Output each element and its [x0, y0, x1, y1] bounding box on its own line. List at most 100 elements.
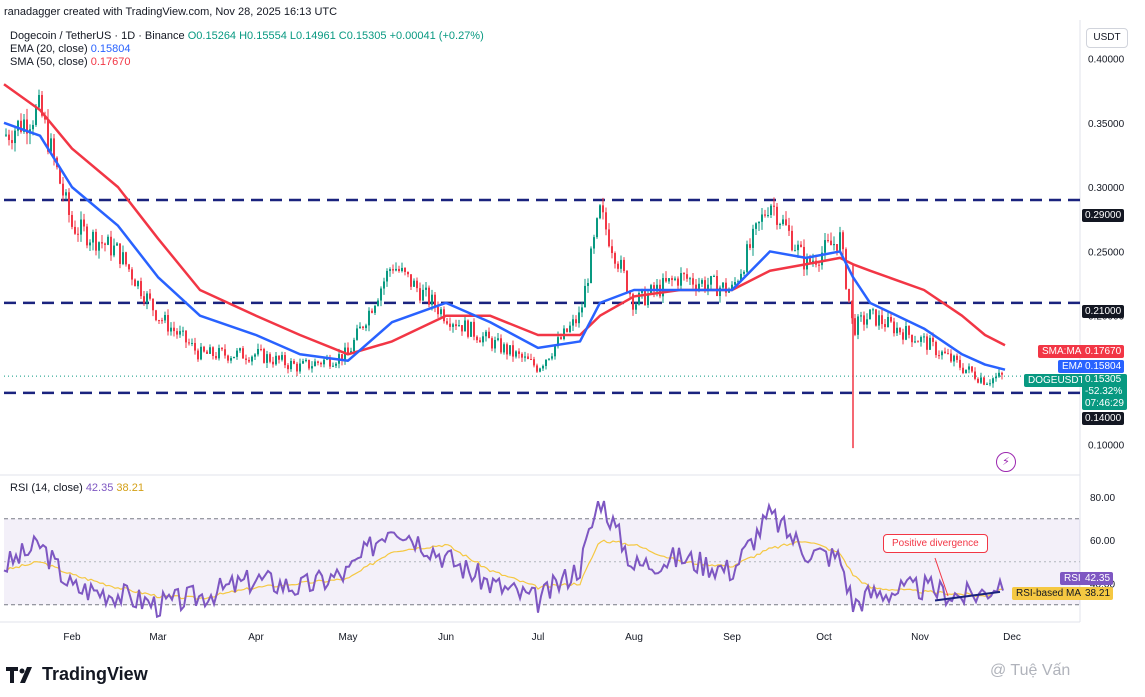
candle-body [248, 359, 250, 362]
candle-body [779, 224, 781, 226]
symbol-title[interactable]: Dogecoin / TetherUS · 1D · Binance [10, 30, 185, 42]
sma-legend[interactable]: SMA (50, close) 0.17670 [10, 56, 130, 68]
candle-body [575, 319, 577, 324]
candle-body [767, 215, 769, 217]
candle-body [329, 357, 331, 367]
level-014-label: 0.14000 [1082, 412, 1125, 425]
candle-body [959, 359, 961, 368]
candle-body [455, 324, 457, 327]
candle-body [239, 348, 241, 351]
candle-body [413, 280, 415, 287]
candle-body [299, 363, 301, 372]
candle-body [527, 356, 529, 360]
candle-body [179, 331, 181, 335]
candle-body [893, 321, 895, 334]
candle-body [536, 365, 538, 372]
candle-body [590, 248, 592, 284]
candle-body [548, 358, 550, 360]
candle-body [275, 355, 277, 365]
candle-body [866, 319, 868, 325]
candle-body [578, 312, 580, 324]
candle-body [422, 289, 424, 301]
candle-body [470, 321, 472, 337]
candle-body [209, 347, 211, 354]
rsi-ma-legend-value: 38.21 [116, 482, 144, 494]
candle-body [164, 315, 166, 321]
time-tick-label: Nov [911, 632, 929, 643]
ema-tag: EMA [1058, 360, 1088, 373]
candle-body [986, 383, 988, 385]
candle-body [917, 341, 919, 343]
candle-body [200, 346, 202, 360]
candle-body [977, 378, 979, 383]
candle-body [188, 342, 190, 344]
candle-body [962, 367, 964, 373]
candle-body [497, 338, 499, 340]
candle-body [878, 315, 880, 326]
ema-price-label: 0.15804 [1082, 360, 1125, 373]
candle-body [617, 263, 619, 269]
candle-body [485, 331, 487, 337]
sma-legend-label: SMA (50, close) [10, 56, 88, 68]
rsi-legend[interactable]: RSI (14, close) 42.35 38.21 [10, 482, 144, 494]
candle-body [581, 307, 583, 313]
candle-body [605, 212, 607, 230]
time-tick-label: Aug [625, 632, 643, 643]
candle-body [386, 270, 388, 282]
time-tick-label: Dec [1003, 632, 1021, 643]
candle-body [407, 271, 409, 275]
candle-body [260, 348, 262, 350]
candle-body [77, 233, 79, 235]
bar-countdown: 07:46:29 [1085, 398, 1124, 409]
candle-body [833, 244, 835, 246]
candle-body [995, 376, 997, 379]
candle-body [869, 309, 871, 320]
candle-body [608, 229, 610, 247]
symbol-tag: DOGEUSDT [1024, 374, 1089, 387]
candle-body [71, 214, 73, 227]
candle-body [20, 120, 22, 132]
candle-body [635, 304, 637, 310]
candle-body [305, 359, 307, 362]
level-029-label: 0.29000 [1082, 209, 1125, 222]
symbol-header[interactable]: Dogecoin / TetherUS · 1D · Binance O0.15… [10, 30, 484, 42]
positive-divergence-annotation[interactable]: Positive divergence [883, 534, 988, 553]
candle-body [872, 309, 874, 311]
candle-body [722, 282, 724, 288]
candle-body [746, 244, 748, 272]
lightning-icon[interactable]: ⚡ [996, 452, 1016, 472]
candle-body [950, 353, 952, 362]
candle-body [875, 309, 877, 326]
candle-body [701, 280, 703, 284]
candle-body [530, 359, 532, 361]
candle-body [380, 288, 382, 301]
rsi-price-label: 42.35 [1082, 572, 1114, 585]
candle-body [218, 348, 220, 359]
currency-selector[interactable]: USDT [1086, 28, 1128, 48]
candle-body [8, 134, 10, 141]
candle-body [827, 240, 829, 242]
candle-body [458, 325, 460, 327]
candle-body [770, 205, 772, 216]
candle-body [440, 309, 442, 315]
candle-body [689, 278, 691, 280]
candle-body [944, 351, 946, 354]
ohlc-values: O0.15264 H0.15554 L0.14961 C0.15305 +0.0… [187, 30, 484, 42]
candle-body [596, 218, 598, 238]
candle-body [332, 365, 334, 367]
candle-body [551, 356, 553, 359]
candle-body [887, 316, 889, 328]
candle-body [383, 281, 385, 289]
price-tick-label: 0.10000 [1088, 440, 1125, 451]
candle-body [392, 269, 394, 271]
candle-body [782, 219, 784, 225]
candle-body [542, 365, 544, 369]
candle-body [965, 369, 967, 373]
candle-body [677, 278, 679, 286]
candle-body [665, 278, 667, 282]
ema-legend[interactable]: EMA (20, close) 0.15804 [10, 43, 130, 55]
candle-body [158, 320, 160, 322]
tradingview-logo[interactable]: TradingView [6, 664, 148, 685]
candle-body [137, 281, 139, 287]
